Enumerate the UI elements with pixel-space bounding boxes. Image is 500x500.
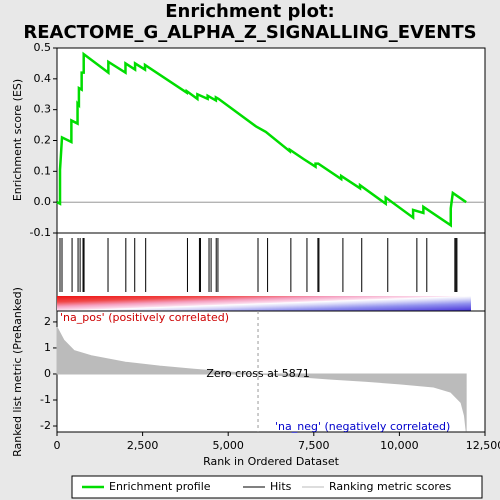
- chart-title: Enrichment plot:: [165, 1, 335, 22]
- zero-cross-label: Zero cross at 5871: [206, 367, 309, 380]
- legend: [71, 475, 483, 499]
- chart-title: REACTOME_G_ALPHA_Z_SIGNALLING_EVENTS: [23, 22, 476, 43]
- x-tick-label: 7,500: [298, 439, 330, 452]
- x-axis-label: Rank in Ordered Dataset: [203, 455, 340, 468]
- y-axis-label: Ranked list metric (PreRanked): [11, 287, 24, 457]
- x-tick-label: 2,500: [127, 439, 159, 452]
- neg-label: 'na_neg' (negatively correlated): [275, 420, 450, 433]
- y-tick-label: 0.2: [34, 134, 52, 147]
- y-tick-label: 0.3: [34, 103, 52, 116]
- y-tick-label: 2: [44, 315, 51, 328]
- y-tick-label: 0: [44, 367, 51, 380]
- x-tick-label: 10,000: [380, 439, 419, 452]
- y-tick-label: -0.1: [30, 226, 51, 239]
- rank-band: [57, 296, 471, 311]
- x-tick-label: 12,500: [466, 439, 500, 452]
- y-tick-label: 0.0: [34, 195, 52, 208]
- y-tick-label: 0.4: [34, 72, 52, 85]
- y-tick-label: 0.1: [34, 164, 52, 177]
- metric-area: [56, 326, 467, 432]
- y-tick-label: -2: [40, 419, 51, 432]
- y-tick-label: 0.5: [34, 41, 52, 54]
- x-tick-label: 0: [54, 439, 61, 452]
- es-panel: [56, 47, 486, 234]
- es-line: [56, 51, 467, 228]
- legend-label: Enrichment profile: [109, 480, 211, 493]
- legend-label: Hits: [270, 480, 292, 493]
- legend-label: Ranking metric scores: [329, 480, 451, 493]
- pos-label: 'na_pos' (positively correlated): [60, 311, 229, 324]
- y-tick-label: -1: [40, 393, 51, 406]
- y-axis-label: Enrichment score (ES): [11, 79, 24, 201]
- x-tick-label: 5,000: [212, 439, 244, 452]
- y-tick-label: 1: [44, 341, 51, 354]
